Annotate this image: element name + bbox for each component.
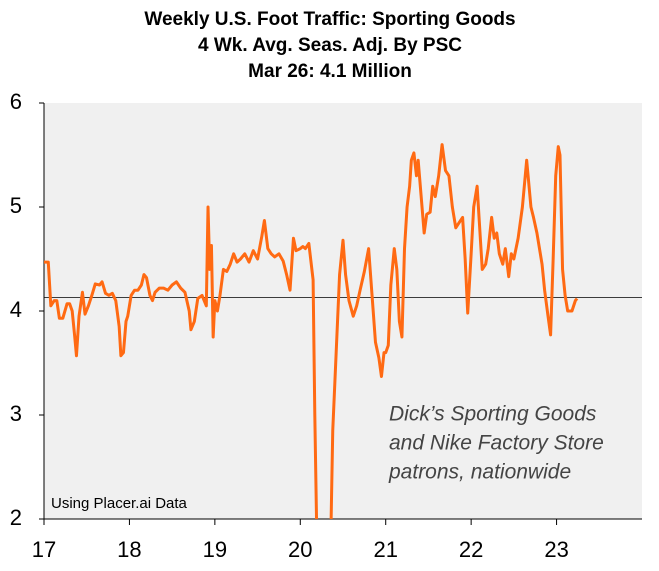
x-tick-label: 17 — [32, 537, 56, 562]
x-tick-label: 21 — [373, 537, 397, 562]
y-tick-label: 6 — [10, 89, 22, 114]
x-tick-label: 19 — [203, 537, 227, 562]
chart-subtitle: 4 Wk. Avg. Seas. Adj. By PSC — [198, 35, 462, 56]
x-tick-label: 22 — [459, 537, 483, 562]
x-tick-label: 23 — [544, 537, 568, 562]
plot-area — [44, 143, 579, 519]
y-tick-label: 4 — [10, 297, 22, 322]
y-tick-label: 5 — [10, 193, 22, 218]
x-tick-label: 20 — [288, 537, 312, 562]
annotation: and Nike Factory Store — [389, 432, 604, 455]
chart-subtitle: Mar 26: 4.1 Million — [248, 61, 412, 82]
x-tick-label: 18 — [117, 537, 141, 562]
annotation: Dick’s Sporting Goods — [389, 403, 597, 426]
y-tick-label: 2 — [10, 505, 22, 530]
annotation: patrons, nationwide — [388, 461, 571, 484]
plot-background — [44, 103, 642, 519]
y-tick-label: 3 — [10, 401, 22, 426]
chart-title: Weekly U.S. Foot Traffic: Sporting Goods — [144, 9, 515, 30]
data-line — [44, 143, 579, 519]
source-note: Using Placer.ai Data — [51, 495, 188, 512]
